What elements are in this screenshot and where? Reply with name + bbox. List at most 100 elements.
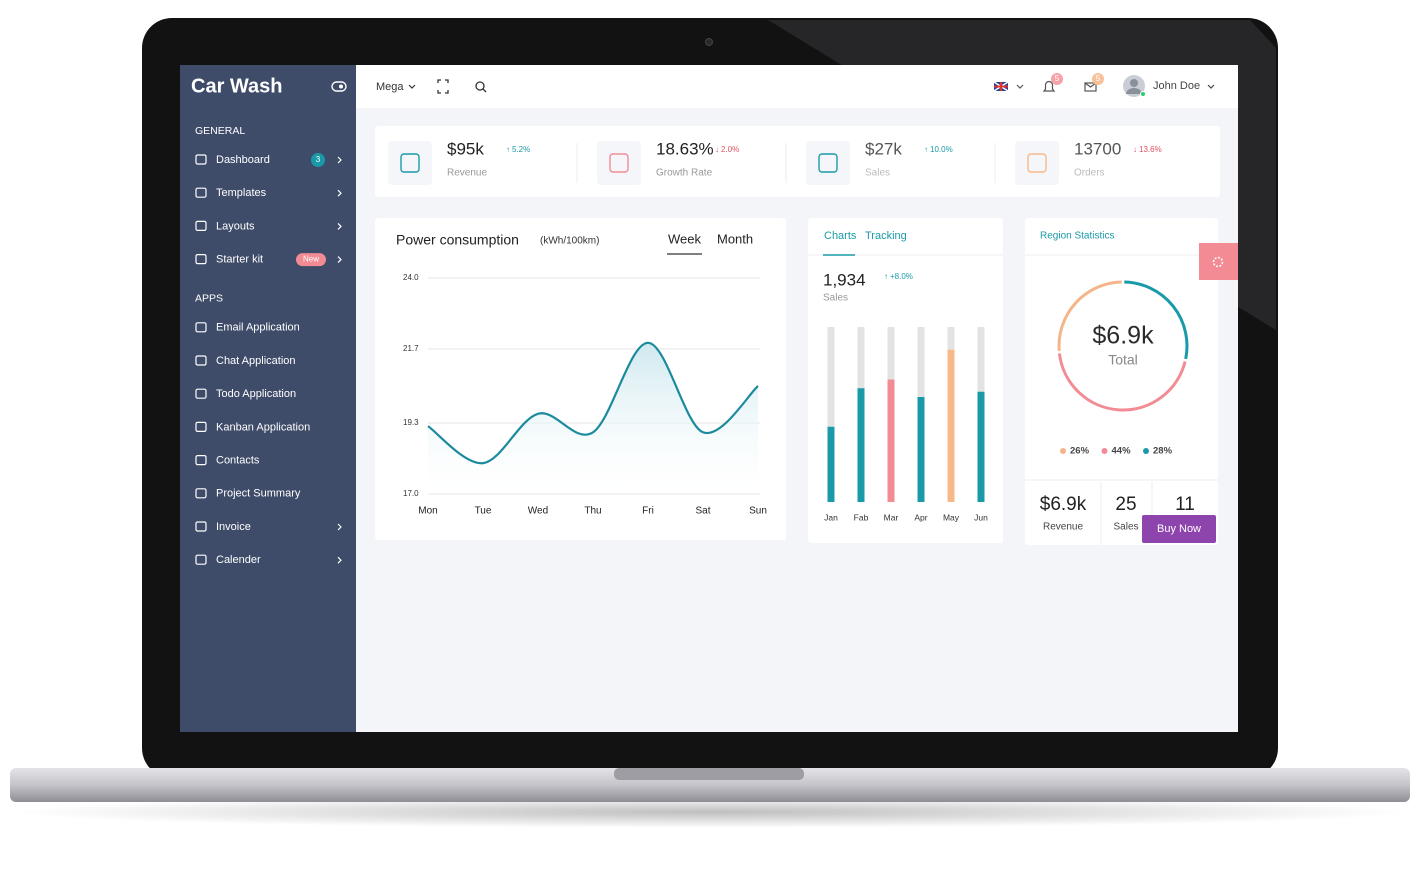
- stat-icon: [1027, 153, 1047, 173]
- search-icon[interactable]: [475, 81, 485, 91]
- x-tick-label: Sun: [749, 506, 767, 517]
- avatar-head: [1130, 79, 1138, 87]
- base-notch: [614, 768, 804, 780]
- stat-change: 13.6%: [1139, 145, 1162, 154]
- menu-item[interactable]: Todo Application: [216, 388, 296, 400]
- menu-item[interactable]: Dashboard: [216, 154, 270, 166]
- user-name[interactable]: John Doe: [1153, 80, 1200, 92]
- stat-icon: [818, 153, 838, 173]
- trend-arrow: ↓: [715, 145, 719, 154]
- sales-change: +8.0%: [890, 272, 913, 281]
- arrow-up: ↑: [884, 272, 888, 281]
- x-tick-label: Mon: [418, 506, 437, 517]
- donut-segment: [1057, 280, 1122, 351]
- sales-label: Sales: [823, 293, 848, 304]
- stat-icon: [400, 153, 420, 173]
- menu-icon: [195, 388, 207, 399]
- legend-label: 26%: [1070, 446, 1090, 457]
- x-tick-label: May: [943, 512, 960, 522]
- mega-menu[interactable]: Mega: [376, 81, 404, 93]
- x-tick-label: Wed: [528, 506, 548, 517]
- x-tick-label: Sat: [695, 506, 710, 517]
- badge: [296, 253, 326, 267]
- badge: [311, 153, 325, 167]
- menu-item[interactable]: Contacts: [216, 455, 260, 467]
- badge-text: New: [303, 255, 319, 264]
- tab[interactable]: Tracking: [865, 230, 907, 242]
- fullscreen-icon[interactable]: [437, 79, 449, 94]
- tab[interactable]: Charts: [824, 230, 857, 242]
- chevron: [337, 189, 342, 197]
- menu-item[interactable]: Kanban Application: [216, 421, 310, 433]
- menu-icon: [195, 187, 207, 198]
- menu-item[interactable]: Invoice: [216, 521, 251, 533]
- y-tick-label: 24.0: [403, 273, 419, 282]
- legend-dot: [1101, 448, 1108, 454]
- menu-item[interactable]: Project Summary: [216, 488, 301, 500]
- stats-card: [375, 126, 1220, 197]
- menu-item[interactable]: Calender: [216, 554, 261, 566]
- trend-arrow: ↑: [506, 145, 510, 154]
- y-tick-label: 19.3: [403, 418, 419, 427]
- legend-label: 44%: [1112, 446, 1132, 457]
- notification-count: 5: [1055, 74, 1060, 83]
- chevron: [1016, 84, 1024, 89]
- donut-segment: [1057, 353, 1187, 412]
- settings-button[interactable]: [1199, 243, 1238, 280]
- menu-item[interactable]: Layouts: [216, 220, 255, 232]
- stat-icon-box: [388, 141, 432, 185]
- menu-item[interactable]: Chat Application: [216, 355, 296, 367]
- stat-label: Growth Rate: [656, 168, 713, 179]
- tab[interactable]: Week: [668, 231, 701, 246]
- x-tick-label: Fri: [642, 506, 654, 517]
- donut-segment: [1124, 280, 1189, 360]
- mail-icon[interactable]: [1084, 82, 1097, 92]
- chevron: [408, 84, 416, 89]
- menu-item[interactable]: Templates: [216, 187, 267, 199]
- header: [356, 65, 1238, 108]
- bar: [887, 379, 895, 502]
- chevron: [1207, 84, 1215, 89]
- stat-icon-box: [597, 141, 641, 185]
- toggle-knob: [339, 84, 343, 89]
- flag-cross-red: [994, 82, 1008, 91]
- bell-icon[interactable]: [1042, 80, 1056, 92]
- x-tick-label: Jun: [974, 512, 988, 522]
- shadow: [11, 796, 1411, 828]
- brand: Car Wash: [191, 75, 283, 97]
- sales-total: 1,934: [823, 270, 866, 289]
- y-tick-label: 21.7: [403, 344, 419, 353]
- summary-label: Sales: [1113, 522, 1138, 533]
- summary-value: 25: [1115, 494, 1136, 515]
- chevron: [337, 222, 342, 230]
- tab[interactable]: Month: [717, 231, 753, 246]
- menu-item[interactable]: Email Application: [216, 322, 300, 334]
- buy-button-label[interactable]: Buy Now: [1157, 523, 1201, 535]
- donut-total: $6.9k: [1092, 322, 1154, 350]
- y-tick-label: 17.0: [403, 489, 419, 498]
- menu-item[interactable]: Starter kit: [216, 254, 263, 266]
- menu-icon: [195, 254, 207, 265]
- summary-value: $6.9k: [1040, 494, 1087, 515]
- stat-value: $95k: [447, 139, 484, 158]
- summary-value: 11: [1175, 494, 1195, 515]
- sidebar: [180, 65, 356, 732]
- toggle-icon[interactable]: [331, 81, 347, 92]
- buy-button[interactable]: [1142, 515, 1216, 543]
- gear-icon: [1212, 256, 1224, 268]
- message-count: 5: [1096, 74, 1101, 83]
- stat-label: Revenue: [447, 168, 487, 179]
- section-title: GENERAL: [195, 125, 245, 137]
- trend-arrow: ↑: [924, 145, 928, 154]
- stat-value: $27k: [865, 139, 902, 158]
- search-handle: [482, 88, 487, 93]
- menu-icon: [195, 455, 207, 466]
- bar-track: [827, 327, 835, 502]
- legend-label: 28%: [1153, 446, 1173, 457]
- menu-icon: [195, 322, 207, 333]
- menu-icon: [195, 355, 207, 366]
- legend-dot: [1143, 448, 1149, 454]
- stat-change: 2.0%: [721, 145, 739, 154]
- menu-icon: [195, 154, 207, 165]
- menu-icon: [195, 220, 207, 231]
